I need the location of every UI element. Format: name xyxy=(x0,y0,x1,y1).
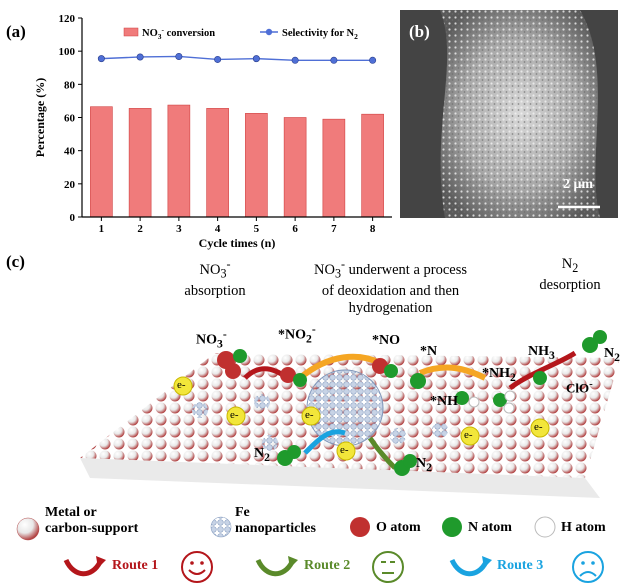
sem-image: 2 μm xyxy=(400,10,618,218)
y-tick-label-0: 0 xyxy=(70,212,76,224)
route-3-label: Route 3 xyxy=(497,558,544,573)
panel-label-c: (c) xyxy=(6,252,25,271)
legend-label-selectivity: Selectivity for N2 xyxy=(282,28,358,41)
y-tick-label-60: 60 xyxy=(64,113,76,125)
selectivity-point-3 xyxy=(175,52,183,60)
x-tick-label-6: 6 xyxy=(292,223,298,235)
route-legend xyxy=(63,551,604,583)
species-nh: *NH xyxy=(430,394,458,409)
bar-5 xyxy=(245,113,268,218)
x-tick-label-8: 8 xyxy=(370,223,376,235)
legend-swatch-conversion xyxy=(123,27,139,37)
x-tick-label-1: 1 xyxy=(99,223,105,235)
species-no3: NO3- xyxy=(196,328,227,351)
stage-absorption: NO3- absorption xyxy=(184,257,246,299)
species-no: *NO xyxy=(372,333,400,348)
bar-3 xyxy=(167,104,191,218)
y-axis-label: Percentage (%) xyxy=(33,78,47,157)
x-tick-label-2: 2 xyxy=(137,223,143,235)
x-axis-label: Cycle times (n) xyxy=(199,236,276,250)
chart-panel-a: 0 20 40 60 80 100 120 1 2 3 4 5 6 7 8 Cycle times (n) Pe… xyxy=(0,0,400,250)
route-3-arrow-icon xyxy=(449,558,489,577)
panel-label-b: (b) xyxy=(409,22,430,41)
sad-face-icon xyxy=(572,551,604,583)
selectivity-point-4 xyxy=(214,55,222,63)
selectivity-point-5 xyxy=(252,55,260,63)
y-tick-label-120: 120 xyxy=(59,13,76,25)
legend-o-atom: O atom xyxy=(376,520,421,535)
x-tick-label-4: 4 xyxy=(215,223,221,235)
y-tick-label-80: 80 xyxy=(64,79,76,91)
legend-label-conversion: NO3- conversion xyxy=(142,25,215,41)
x-tick-label-5: 5 xyxy=(254,223,260,235)
selectivity-point-1 xyxy=(97,55,105,63)
panel-label-a: (a) xyxy=(6,22,26,41)
legend-support: Metal or carbon-support xyxy=(45,505,139,536)
bar-4 xyxy=(206,108,229,218)
happy-face-icon xyxy=(181,551,213,583)
legend-h-atom: H atom xyxy=(561,520,606,535)
selectivity-point-6 xyxy=(291,56,299,64)
electron-label-4: e- xyxy=(340,444,349,456)
y-tick-label-20: 20 xyxy=(64,179,76,191)
species-n: *N xyxy=(420,344,438,359)
selectivity-point-8 xyxy=(369,56,377,64)
bar-7 xyxy=(322,118,346,218)
bar-1 xyxy=(90,106,113,218)
species-no2: *NO2- xyxy=(278,323,316,346)
electron-label-3: e- xyxy=(305,409,314,421)
mechanism-illustration: NO3- *NO2- *NO *N *NH2 *NH NH3 N2 ClO- N… xyxy=(0,318,622,518)
route-2-arrow-icon xyxy=(255,558,295,577)
stage-desorption: N2 desorption xyxy=(539,256,601,293)
selectivity-point-7 xyxy=(330,56,338,64)
legend-symbols xyxy=(16,516,556,541)
route-2-label: Route 2 xyxy=(304,558,351,573)
x-tick-label-3: 3 xyxy=(176,223,182,235)
species-n2-mid: N2 xyxy=(416,456,432,474)
y-tick-label-100: 100 xyxy=(59,46,76,58)
selectivity-point-2 xyxy=(136,53,144,61)
catalyst-surface xyxy=(80,330,620,498)
legend-fe: Fe nanoparticles xyxy=(235,505,316,536)
selectivity-line xyxy=(101,55,373,61)
route-1-label: Route 1 xyxy=(112,558,159,573)
electron-label-1: e- xyxy=(177,379,186,391)
electron-label-5: e- xyxy=(464,429,473,441)
route-1-arrow-icon xyxy=(63,558,103,577)
species-clo: ClO- xyxy=(566,378,593,396)
bar-2 xyxy=(128,108,152,218)
electron-label-6: e- xyxy=(534,421,543,433)
species-nh3: NH3 xyxy=(528,344,555,362)
electron-label-2: e- xyxy=(230,409,239,421)
bar-line-chart: 0 20 40 60 80 100 120 1 2 3 4 5 6 7 8 Cycle times (n) Pe… xyxy=(33,13,392,250)
bar-8 xyxy=(361,113,384,218)
species-nh2: *NH2 xyxy=(482,366,516,384)
sem-texture xyxy=(400,10,618,218)
neutral-face-icon xyxy=(372,551,404,583)
species-n2-left: N2 xyxy=(254,446,270,464)
y-tick-label-40: 40 xyxy=(64,146,76,158)
scale-bar-label: 2 μm xyxy=(563,177,594,192)
bar-6 xyxy=(283,117,307,218)
legend-n-atom: N atom xyxy=(468,520,512,535)
species-n2-product: N2 xyxy=(604,346,620,364)
legend-swatch-selectivity-point xyxy=(265,28,273,36)
x-tick-label-7: 7 xyxy=(331,223,337,235)
stage-deoxidation: NO3- underwent a process of deoxidation … xyxy=(313,257,468,316)
